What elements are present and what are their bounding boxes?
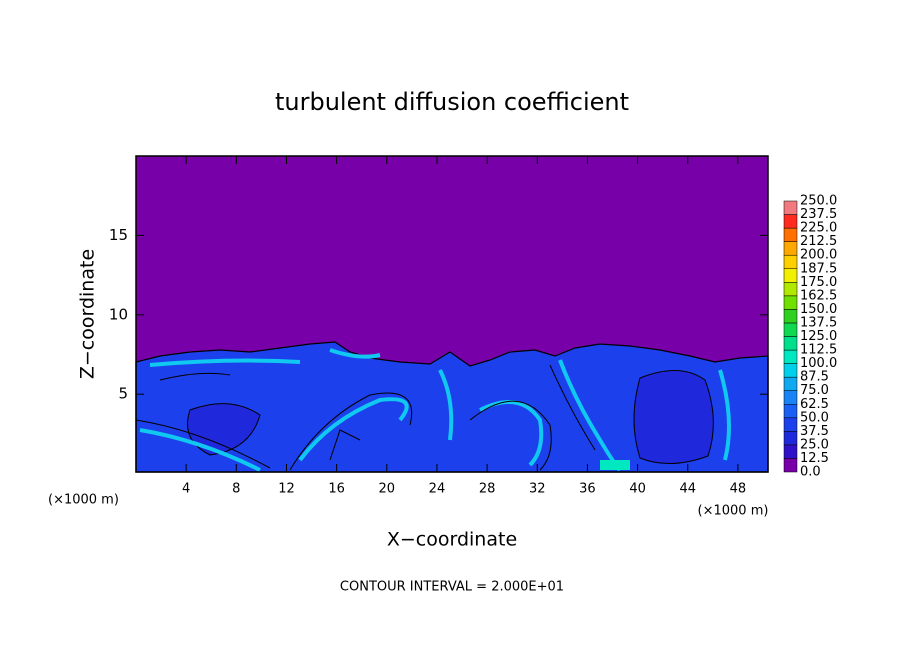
colorbar-label: 12.5 — [800, 451, 829, 466]
x-axis-label: X−coordinate — [387, 529, 517, 551]
x-tick-label: 4 — [182, 482, 190, 497]
colorbar-label: 162.5 — [800, 288, 837, 303]
colorbar-label: 112.5 — [800, 343, 837, 358]
colorbar-label: 212.5 — [800, 234, 837, 249]
colorbar-swatch — [783, 458, 798, 473]
y-unit-label: (×1000 m) — [48, 493, 119, 508]
colorbar-swatch — [783, 336, 798, 351]
x-tick-label: 40 — [629, 482, 646, 497]
x-tick-label: 48 — [730, 482, 747, 497]
colorbar-swatch — [783, 268, 798, 283]
colorbar-swatch — [783, 363, 798, 378]
colorbar-swatch — [783, 282, 798, 297]
colorbar-swatch — [783, 309, 798, 324]
y-tick-label: 5 — [118, 385, 128, 403]
colorbar-label: 137.5 — [800, 315, 837, 330]
y-tick-label: 10 — [109, 305, 128, 323]
colorbar-label: 237.5 — [800, 207, 837, 222]
x-tick-label: 12 — [278, 482, 295, 497]
x-tick-label: 44 — [679, 482, 696, 497]
colorbar-label: 200.0 — [800, 248, 837, 263]
colorbar-label: 125.0 — [800, 329, 837, 344]
x-tick-label: 8 — [232, 482, 240, 497]
colorbar-label: 87.5 — [800, 370, 829, 385]
plot-frame — [135, 155, 769, 473]
colorbar-label: 75.0 — [800, 383, 829, 398]
colorbar-label: 62.5 — [800, 397, 829, 412]
colorbar-label: 225.0 — [800, 221, 837, 236]
colorbar-label: 50.0 — [800, 410, 829, 425]
colorbar-swatch — [783, 200, 798, 215]
colorbar-swatch — [783, 444, 798, 459]
colorbar-label: 250.0 — [800, 194, 837, 209]
y-tick-label: 15 — [109, 226, 128, 244]
y-axis-label: Z−coordinate — [77, 249, 99, 379]
field-contours — [135, 364, 596, 471]
chart-title: turbulent diffusion coefficient — [275, 88, 629, 116]
colorbar-swatch — [783, 404, 798, 419]
colorbar-label: 25.0 — [800, 437, 829, 452]
x-tick-label: 32 — [529, 482, 546, 497]
x-tick-label: 16 — [328, 482, 345, 497]
x-tick-label: 36 — [579, 482, 596, 497]
colorbar-label: 0.0 — [800, 465, 821, 480]
colorbar-label: 100.0 — [800, 356, 837, 371]
colorbar-swatch — [783, 349, 798, 364]
colorbar-swatch — [783, 376, 798, 391]
field-weak-region — [187, 369, 714, 465]
field — [135, 156, 769, 473]
colorbar-swatch — [783, 295, 798, 310]
note: CONTOUR INTERVAL = 2.000E+01 — [340, 580, 564, 595]
x-tick-label: 24 — [429, 482, 446, 497]
colorbar-label: 150.0 — [800, 302, 837, 317]
x-unit-label: (×1000 m) — [698, 504, 769, 519]
colorbar-swatch — [783, 431, 798, 446]
x-tick-label: 20 — [379, 482, 396, 497]
colorbar-swatch — [783, 227, 798, 242]
x-tick-label: 28 — [479, 482, 496, 497]
field-patch — [600, 460, 630, 470]
colorbar-swatch — [783, 254, 798, 269]
colorbar-swatch — [783, 214, 798, 229]
colorbar-swatch — [783, 390, 798, 405]
colorbar-swatch — [783, 241, 798, 256]
colorbar-label: 175.0 — [800, 275, 837, 290]
colorbar-label: 187.5 — [800, 261, 837, 276]
colorbar-swatch — [783, 322, 798, 337]
colorbar-swatch — [783, 417, 798, 432]
colorbar-label: 37.5 — [800, 424, 829, 439]
